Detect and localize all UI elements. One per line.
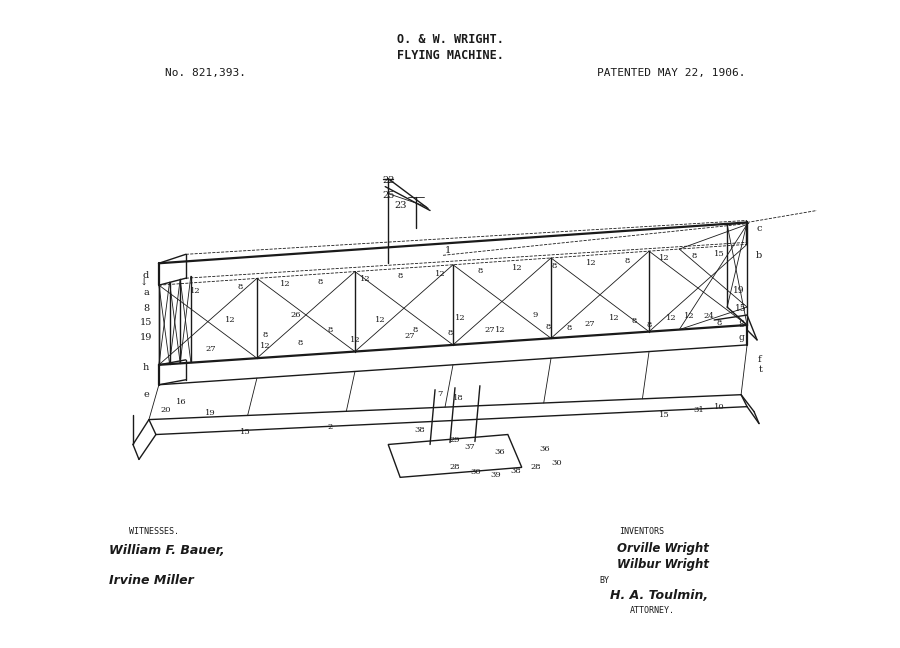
Text: 36: 36 [539,445,550,454]
Text: 8: 8 [298,340,303,347]
Text: 16: 16 [176,398,186,406]
Text: 8: 8 [412,326,418,334]
Text: b: b [756,251,762,260]
Text: 12: 12 [260,341,271,350]
Text: 8: 8 [477,267,482,275]
Text: 27: 27 [405,332,416,340]
Text: Irvine Miller: Irvine Miller [109,574,194,587]
Text: BY: BY [599,576,609,585]
Text: O. & W. WRIGHT.: O. & W. WRIGHT. [397,33,503,46]
Text: WITNESSES.: WITNESSES. [129,527,179,536]
Text: 8: 8 [632,317,637,325]
Text: 27: 27 [584,319,595,328]
Text: 12: 12 [666,314,677,322]
Text: 12: 12 [512,264,523,272]
Text: c: c [756,224,761,233]
Text: H. A. Toulmin,: H. A. Toulmin, [609,589,707,602]
Text: 1: 1 [445,246,451,255]
Text: PATENTED MAY 22, 1906.: PATENTED MAY 22, 1906. [597,68,745,78]
Text: 8: 8 [263,331,268,339]
Text: 8: 8 [567,324,572,332]
Text: 24: 24 [704,312,715,319]
Text: Orville Wright: Orville Wright [617,542,709,555]
Text: 12: 12 [375,316,385,324]
Text: 12: 12 [225,316,236,324]
Text: 7: 7 [437,389,443,398]
Text: 29: 29 [450,435,460,443]
Text: 15: 15 [735,303,747,312]
Text: 15: 15 [140,318,152,327]
Text: 8: 8 [328,326,333,334]
Text: g: g [738,334,744,342]
Text: 8: 8 [143,303,149,312]
Text: INVENTORS: INVENTORS [619,527,664,536]
Text: 8: 8 [398,272,403,281]
Text: 12: 12 [586,259,597,267]
Text: Wilbur Wright: Wilbur Wright [617,558,709,571]
Text: f: f [757,355,760,364]
Text: 28: 28 [450,463,460,471]
Text: 27: 27 [484,326,495,334]
Text: a: a [143,288,148,297]
Text: 15: 15 [714,250,724,259]
Text: 2: 2 [328,422,333,430]
Text: 8: 8 [552,262,557,270]
Text: 30: 30 [471,469,482,476]
Text: 12: 12 [360,275,371,283]
Text: 28: 28 [530,463,541,471]
Text: ATTORNEY.: ATTORNEY. [629,606,674,615]
Text: 27: 27 [205,345,216,353]
Text: 20: 20 [160,406,171,413]
Text: 38: 38 [510,467,521,476]
Text: 15: 15 [659,411,670,419]
Text: 12: 12 [494,326,505,334]
Text: William F. Bauer,: William F. Bauer, [109,544,225,557]
Text: 26: 26 [290,311,301,319]
Text: 12: 12 [454,314,465,322]
Text: 22: 22 [382,176,394,185]
Text: 12: 12 [191,286,201,295]
Text: 8: 8 [647,321,652,329]
Text: 12: 12 [350,336,361,343]
Text: 19: 19 [140,334,152,342]
Text: 19: 19 [205,409,216,417]
Text: 23: 23 [394,201,407,210]
Text: 8: 8 [238,283,243,292]
Text: 30: 30 [552,459,562,467]
Text: 31: 31 [694,406,705,413]
Text: 36: 36 [494,448,505,456]
Text: t: t [759,365,763,375]
Text: 19: 19 [734,286,745,295]
Text: 12: 12 [280,281,291,288]
Text: 8: 8 [447,329,453,337]
Text: No. 821,393.: No. 821,393. [166,68,247,78]
Text: ↓: ↓ [140,278,148,286]
Text: 8: 8 [716,319,722,327]
Text: d: d [143,271,149,280]
Text: h: h [143,364,149,373]
Text: 39: 39 [491,471,501,480]
Text: 12: 12 [609,314,620,322]
Text: 8: 8 [318,278,323,286]
Text: 15: 15 [240,428,251,435]
Text: 10: 10 [714,402,724,411]
Text: 8: 8 [625,257,630,264]
Text: 12: 12 [684,312,695,320]
Text: e: e [143,390,148,399]
Text: 37: 37 [464,443,475,452]
Text: FLYING MACHINE.: FLYING MACHINE. [397,49,503,62]
Text: 8: 8 [691,252,697,260]
Text: 8: 8 [545,323,551,330]
Text: 25: 25 [382,191,394,200]
Text: 12: 12 [435,270,446,277]
Text: 8: 8 [738,321,744,329]
Text: 18: 18 [453,394,464,402]
Text: 9: 9 [532,311,537,319]
Text: 12: 12 [659,254,670,262]
Text: 38: 38 [415,426,426,434]
